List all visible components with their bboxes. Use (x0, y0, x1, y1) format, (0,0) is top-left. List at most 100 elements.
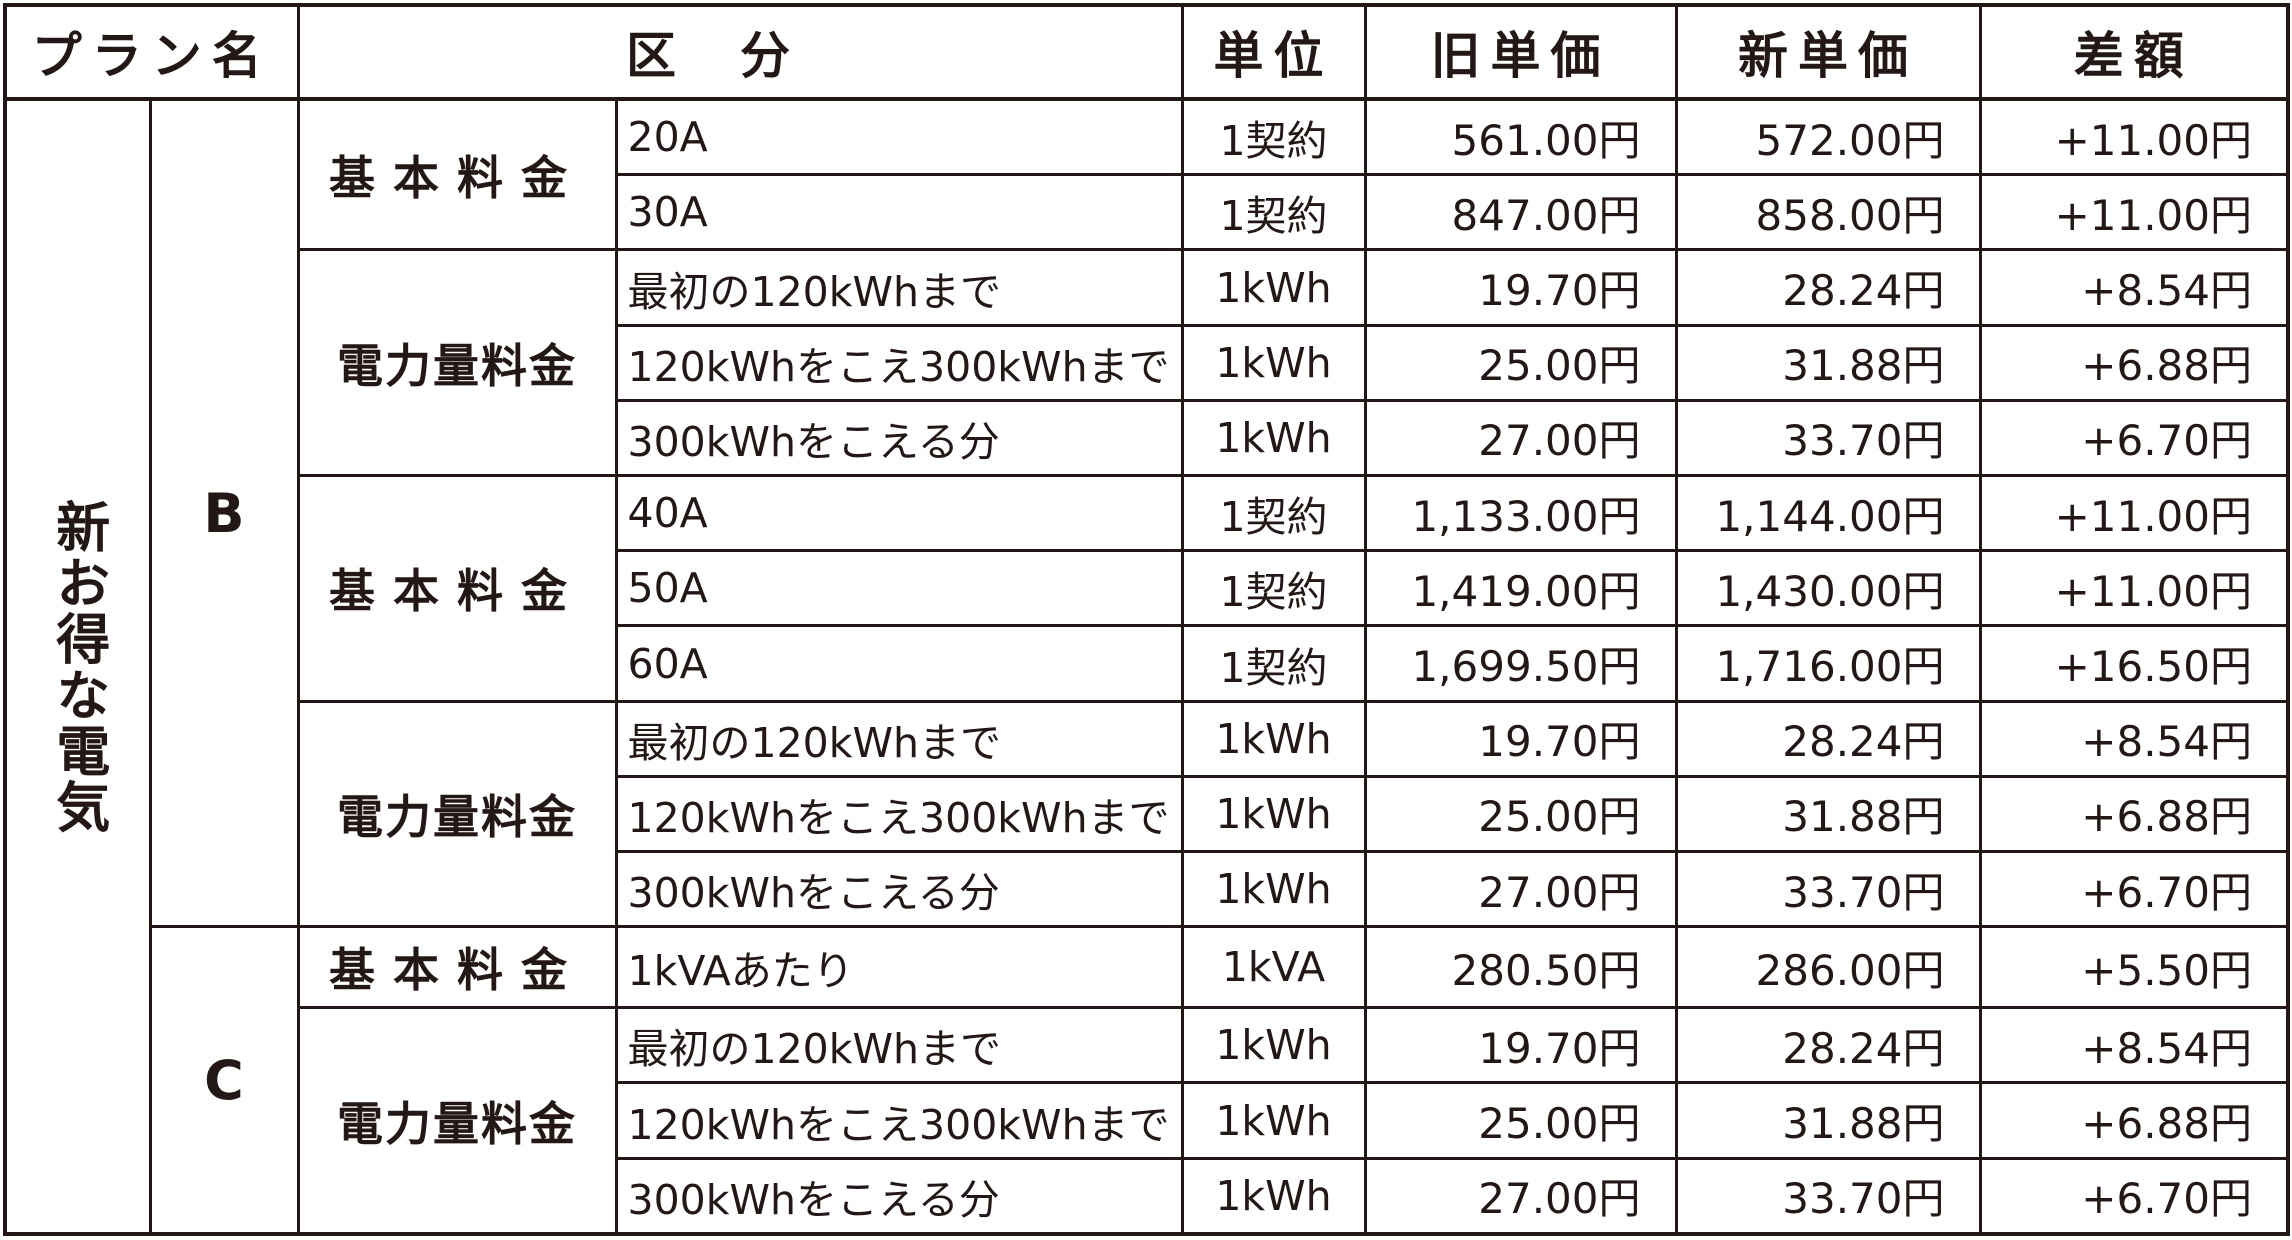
table-row: C 基本料金 1kVAあたり 1kVA 280.50円 286.00円 +5.50円 (5, 925, 2290, 1236)
new-price-cell: 33.70円 (1674, 398, 1982, 478)
table-row: 120kWhをこえ300kWhまで 1kWh 25.00円 31.88円 +6.88円 (5, 323, 2290, 402)
plan-code-c: C (148, 925, 300, 1236)
table-row: 120kWhをこえ300kWhまで 1kWh 25.00円 31.88円 +6.88円 (5, 1081, 2290, 1160)
unit-cell: 1kWh (1180, 774, 1367, 853)
unit-cell: 1kWh (1180, 248, 1367, 327)
difference-cell: +6.88円 (1978, 323, 2290, 402)
difference-cell: +8.54円 (1978, 248, 2290, 327)
old-price-cell: 561.00円 (1363, 97, 1678, 177)
unit-cell: 1kWh (1180, 398, 1367, 478)
old-price-cell: 1,699.50円 (1363, 624, 1678, 703)
header-unit: 単位 (1180, 3, 1367, 101)
unit-cell: 1kVA (1180, 925, 1367, 1010)
plan-code-b: B (148, 97, 300, 929)
old-price-cell: 25.00円 (1363, 1081, 1678, 1160)
table-row: 基本料金 40A 1契約 1,133.00円 1,144.00円 +11.00円 (5, 474, 2290, 703)
old-price-cell: 27.00円 (1363, 849, 1678, 929)
new-price-cell: 28.24円 (1674, 699, 1982, 778)
subcategory-cell: 1kVAあたり (614, 925, 1184, 1010)
old-price-cell: 27.00円 (1363, 1156, 1678, 1236)
table-row: 300kWhをこえる分 1kWh 27.00円 33.70円 +6.70円 (5, 849, 2290, 929)
unit-cell: 1kWh (1180, 1006, 1367, 1085)
unit-cell: 1kWh (1180, 1156, 1367, 1236)
subcategory-cell: 20A (614, 97, 1184, 177)
header-plan: プラン名 (3, 3, 300, 101)
unit-cell: 1kWh (1180, 1081, 1367, 1160)
table-row: 300kWhをこえる分 1kWh 27.00円 33.70円 +6.70円 (5, 1156, 2290, 1236)
difference-cell: +8.54円 (1978, 1006, 2290, 1085)
table-row: 120kWhをこえ300kWhまで 1kWh 25.00円 31.88円 +6.88円 (5, 774, 2290, 853)
new-price-cell: 33.70円 (1674, 849, 1982, 929)
table-row: 60A 1契約 1,699.50円 1,716.00円 +16.50円 (5, 624, 2290, 703)
subcategory-cell: 300kWhをこえる分 (614, 849, 1184, 929)
difference-cell: +16.50円 (1978, 624, 2290, 703)
table-row: 50A 1契約 1,419.00円 1,430.00円 +11.00円 (5, 549, 2290, 628)
new-price-cell: 1,430.00円 (1674, 549, 1982, 628)
subcategory-cell: 300kWhをこえる分 (614, 398, 1184, 478)
old-price-cell: 280.50円 (1363, 925, 1678, 1010)
subcategory-cell: 最初の120kWhまで (614, 1006, 1184, 1085)
new-price-cell: 31.88円 (1674, 774, 1982, 853)
new-price-cell: 1,716.00円 (1674, 624, 1982, 703)
new-price-cell: 858.00円 (1674, 173, 1982, 252)
difference-cell: +11.00円 (1978, 97, 2290, 177)
subcategory-cell: 50A (614, 549, 1184, 628)
subcategory-cell: 120kWhをこえ300kWhまで (614, 774, 1184, 853)
category-cell: 基本料金 (296, 474, 618, 703)
old-price-cell: 25.00円 (1363, 774, 1678, 853)
subcategory-cell: 120kWhをこえ300kWhまで (614, 323, 1184, 402)
header-row: プラン名 区分 単位 旧単価 新単価 差額 (3, 3, 2290, 101)
plan-name-text: 新お得な電気 (46, 498, 110, 835)
difference-cell: +6.70円 (1978, 849, 2290, 929)
subcategory-cell: 60A (614, 624, 1184, 703)
new-price-cell: 286.00円 (1674, 925, 1982, 1010)
table-row: 新お得な電気 B 基本料金 20A 1契約 561.00円 572.00円 +11.00円 (3, 97, 2290, 1236)
unit-cell: 1契約 (1180, 549, 1367, 628)
subcategory-cell: 30A (614, 173, 1184, 252)
tariff-table: プラン名 区分 単位 旧単価 新単価 差額 新お得な電気 B 基本料金 20A 1契約 5… (3, 3, 2290, 1236)
header-difference: 差額 (1978, 3, 2290, 101)
unit-cell: 1契約 (1180, 624, 1367, 703)
difference-cell: +6.88円 (1978, 774, 2290, 853)
old-price-cell: 847.00円 (1363, 173, 1678, 252)
new-price-cell: 28.24円 (1674, 1006, 1982, 1085)
subcategory-cell: 120kWhをこえ300kWhまで (614, 1081, 1184, 1160)
unit-cell: 1kWh (1180, 849, 1367, 929)
category-cell: 電力量料金 (296, 248, 618, 478)
old-price-cell: 19.70円 (1363, 248, 1678, 327)
new-price-cell: 31.88円 (1674, 1081, 1982, 1160)
new-price-cell: 31.88円 (1674, 323, 1982, 402)
category-cell: 電力量料金 (296, 699, 618, 929)
old-price-cell: 19.70円 (1363, 1006, 1678, 1085)
unit-cell: 1契約 (1180, 474, 1367, 553)
difference-cell: +6.70円 (1978, 398, 2290, 478)
category-cell: 基本料金 (296, 97, 618, 252)
table-row: 電力量料金 最初の120kWhまで 1kWh 19.70円 28.24円 +8.54円 (5, 1006, 2290, 1236)
header-category: 区分 (296, 3, 1184, 101)
plan-name-cell: 新お得な電気 (3, 97, 152, 1236)
old-price-cell: 27.00円 (1363, 398, 1678, 478)
new-price-cell: 33.70円 (1674, 1156, 1982, 1236)
difference-cell: +6.70円 (1978, 1156, 2290, 1236)
new-price-cell: 1,144.00円 (1674, 474, 1982, 553)
subcategory-cell: 40A (614, 474, 1184, 553)
difference-cell: +11.00円 (1978, 549, 2290, 628)
subcategory-cell: 最初の120kWhまで (614, 699, 1184, 778)
header-old-price: 旧単価 (1363, 3, 1678, 101)
unit-cell: 1契約 (1180, 173, 1367, 252)
table-row: 電力量料金 最初の120kWhまで 1kWh 19.70円 28.24円 +8.54円 (5, 699, 2290, 929)
difference-cell: +8.54円 (1978, 699, 2290, 778)
table-row: 電力量料金 最初の120kWhまで 1kWh 19.70円 28.24円 +8.54円 (5, 248, 2290, 478)
unit-cell: 1kWh (1180, 323, 1367, 402)
old-price-cell: 1,419.00円 (1363, 549, 1678, 628)
subcategory-cell: 300kWhをこえる分 (614, 1156, 1184, 1236)
old-price-cell: 1,133.00円 (1363, 474, 1678, 553)
new-price-cell: 28.24円 (1674, 248, 1982, 327)
category-cell: 電力量料金 (296, 1006, 618, 1236)
subcategory-cell: 最初の120kWhまで (614, 248, 1184, 327)
difference-cell: +6.88円 (1978, 1081, 2290, 1160)
new-price-cell: 572.00円 (1674, 97, 1982, 177)
difference-cell: +11.00円 (1978, 474, 2290, 553)
difference-cell: +5.50円 (1978, 925, 2290, 1010)
old-price-cell: 25.00円 (1363, 323, 1678, 402)
